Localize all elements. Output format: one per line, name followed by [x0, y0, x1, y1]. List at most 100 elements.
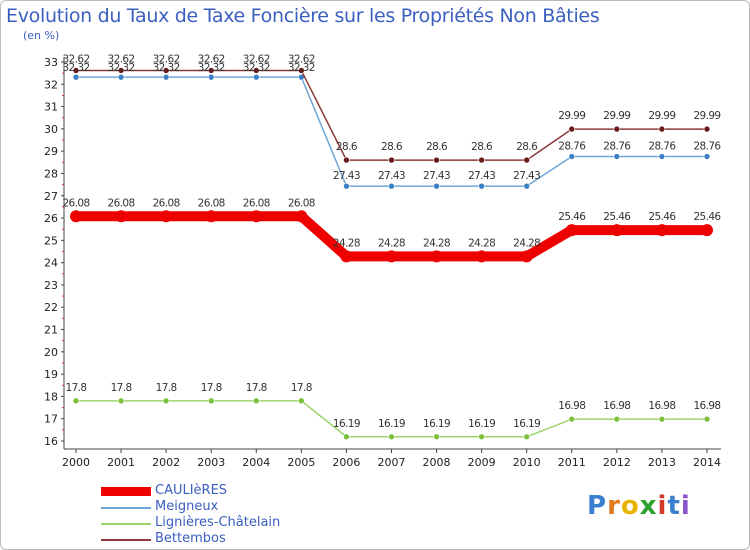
data-point — [568, 125, 576, 133]
chart-title: Evolution du Taux de Taxe Foncière sur l… — [6, 5, 600, 27]
data-label: 17.8 — [291, 382, 312, 394]
data-label: 25.46 — [558, 211, 586, 223]
data-point — [252, 397, 260, 405]
data-point — [298, 67, 305, 74]
data-label: 27.43 — [513, 170, 540, 182]
data-point — [520, 250, 533, 263]
x-tick-label: 2007 — [377, 456, 405, 469]
y-tick-label: 33 — [44, 56, 58, 69]
data-label: 29.99 — [648, 110, 675, 122]
data-point — [250, 210, 263, 223]
data-label: 26.08 — [153, 197, 180, 209]
data-point — [568, 415, 576, 423]
y-tick-label: 29 — [44, 145, 58, 158]
data-label: 24.28 — [513, 237, 540, 249]
data-point — [162, 73, 170, 81]
data-label: 28.6 — [381, 141, 403, 153]
legend-swatch — [101, 539, 151, 541]
data-label: 16.19 — [423, 418, 450, 430]
data-point — [433, 433, 440, 441]
data-point — [207, 397, 215, 405]
data-label: 16.19 — [333, 418, 360, 430]
legend-swatch — [101, 523, 151, 525]
x-tick-label: 2009 — [468, 456, 496, 469]
data-label: 28.6 — [516, 141, 538, 153]
y-tick-label: 16 — [44, 435, 58, 448]
data-label: 17.8 — [246, 382, 267, 394]
y-tick-label: 18 — [44, 390, 58, 403]
y-tick-label: 21 — [44, 324, 58, 337]
data-label: 17.8 — [66, 382, 87, 394]
data-point — [658, 153, 666, 160]
legend-label: Meigneux — [155, 499, 219, 514]
legend-swatch — [101, 507, 151, 509]
data-point — [475, 250, 488, 263]
x-tick-label: 2004 — [242, 456, 270, 469]
y-tick-label: 30 — [44, 123, 58, 136]
data-label: 32.62 — [153, 53, 180, 65]
data-point — [478, 156, 485, 164]
data-label: 28.76 — [558, 141, 586, 153]
data-label: 32.32 — [198, 62, 225, 74]
data-point — [388, 182, 395, 190]
data-label: 26.08 — [62, 197, 89, 209]
data-label: 16.19 — [378, 418, 405, 430]
legend-label: Lignières-Châtelain — [155, 515, 281, 530]
data-point — [388, 156, 395, 164]
y-tick-label: 26 — [44, 212, 58, 225]
data-point — [565, 224, 578, 237]
data-point — [478, 433, 485, 441]
y-tick-label: 27 — [44, 190, 58, 203]
x-tick-label: 2001 — [107, 456, 135, 469]
data-point — [430, 250, 443, 263]
data-point — [478, 182, 485, 190]
data-point — [703, 153, 711, 160]
data-label: 32.62 — [198, 53, 225, 65]
data-label: 27.43 — [333, 170, 360, 182]
y-tick-label: 28 — [44, 167, 58, 180]
y-tick-label: 24 — [44, 257, 58, 270]
y-tick-label: 25 — [44, 234, 58, 247]
data-label: 16.98 — [558, 400, 585, 412]
data-point — [115, 210, 128, 223]
data-point — [295, 210, 308, 223]
y-tick-label: 22 — [44, 301, 58, 314]
y-unit-label: (en %) — [23, 29, 60, 42]
data-label: 29.99 — [558, 110, 585, 122]
y-tick-label: 17 — [44, 413, 58, 426]
data-label: 26.08 — [198, 197, 225, 209]
x-tick-label: 2002 — [152, 456, 180, 469]
data-point — [655, 224, 668, 237]
x-tick-label: 2000 — [62, 456, 90, 469]
data-point — [658, 125, 666, 133]
data-point — [613, 153, 621, 160]
data-point — [252, 67, 260, 74]
y-tick-label: 23 — [44, 279, 58, 292]
data-label: 32.62 — [62, 53, 89, 65]
data-label: 28.6 — [426, 141, 448, 153]
logo-letter: t — [667, 491, 681, 521]
data-label: 32.32 — [288, 62, 315, 74]
data-label: 16.98 — [603, 400, 630, 412]
y-tick-label: 19 — [44, 368, 58, 381]
data-point — [207, 73, 215, 81]
data-label: 32.62 — [288, 53, 315, 65]
data-label: 28.76 — [693, 141, 721, 153]
data-label: 26.08 — [243, 197, 270, 209]
x-tick-label: 2011 — [558, 456, 586, 469]
logo-letter: x — [639, 491, 658, 521]
x-tick-label: 2003 — [197, 456, 225, 469]
x-tick-label: 2010 — [513, 456, 541, 469]
data-label: 16.19 — [468, 418, 495, 430]
legend-label: CAULIèRES — [155, 483, 228, 498]
data-label: 27.43 — [468, 170, 495, 182]
data-point — [343, 156, 350, 164]
data-point — [72, 397, 80, 405]
data-point — [117, 73, 125, 81]
x-tick-label: 2013 — [648, 456, 676, 469]
x-tick-label: 2006 — [332, 456, 360, 469]
data-point — [70, 210, 82, 223]
data-label: 24.28 — [333, 237, 360, 249]
legend-label: Bettembos — [155, 531, 226, 546]
data-label: 29.99 — [693, 110, 720, 122]
